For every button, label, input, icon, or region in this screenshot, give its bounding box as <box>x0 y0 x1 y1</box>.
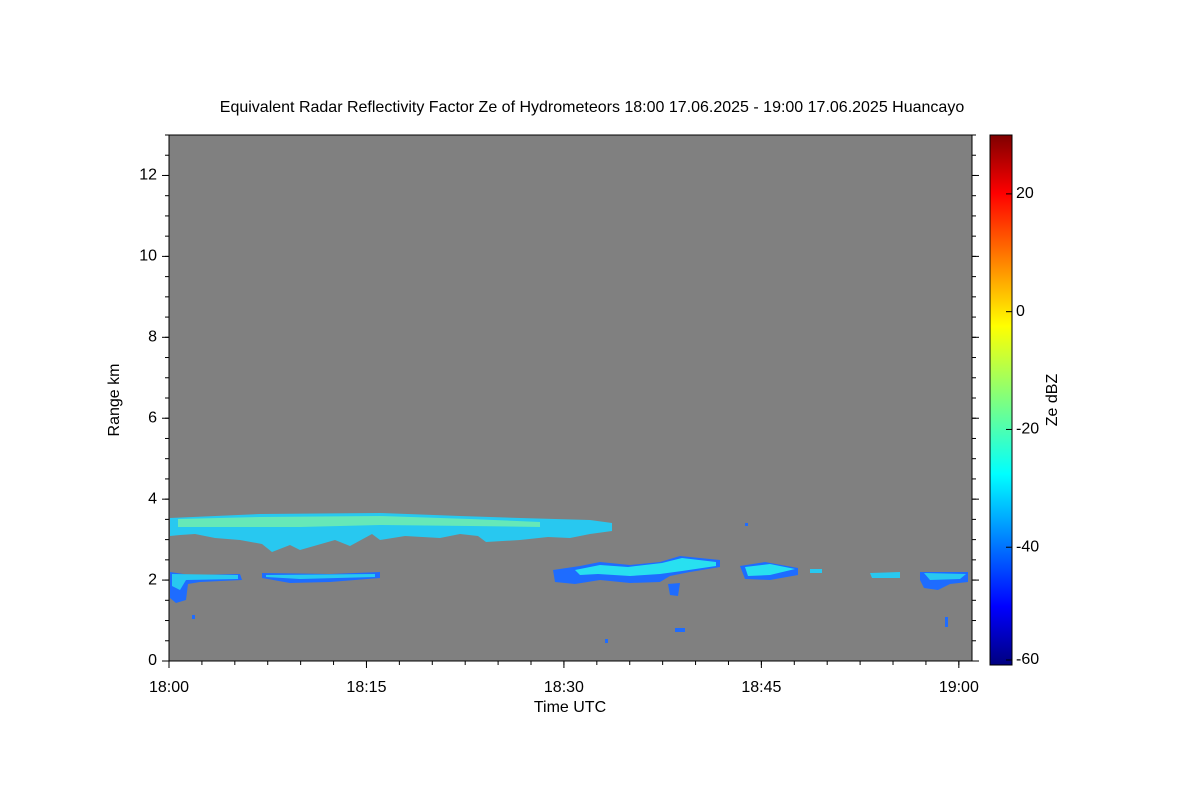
x-tick-label: 18:00 <box>149 679 189 696</box>
x-tick-label: 18:30 <box>544 679 584 696</box>
y-tick-label: 8 <box>148 329 157 346</box>
colorbar-tick-label: -40 <box>1016 538 1039 555</box>
x-tick-label: 18:15 <box>346 679 386 696</box>
y-tick-label: 0 <box>148 652 157 669</box>
chart-title: Equivalent Radar Reflectivity Factor Ze … <box>220 99 965 116</box>
y-tick-label: 12 <box>139 167 157 184</box>
y-tick-label: 2 <box>148 571 157 588</box>
echoes <box>170 513 968 643</box>
y-axis-label: Range km <box>106 364 123 437</box>
x-tick-label: 18:45 <box>741 679 781 696</box>
colorbar-tick-label: -60 <box>1016 651 1039 668</box>
x-tick-label: 19:00 <box>939 679 979 696</box>
colorbar-label: Ze dBZ <box>1044 374 1061 427</box>
colorbar-tick-label: 0 <box>1016 303 1025 320</box>
y-tick-label: 10 <box>139 248 157 265</box>
colorbar-tick-label: 20 <box>1016 185 1034 202</box>
x-axis-label: Time UTC <box>534 699 606 716</box>
y-tick-label: 4 <box>148 490 157 507</box>
colorbar <box>989 134 1013 666</box>
y-tick-label: 6 <box>148 409 157 426</box>
colorbar-tick-label: -20 <box>1016 421 1039 438</box>
